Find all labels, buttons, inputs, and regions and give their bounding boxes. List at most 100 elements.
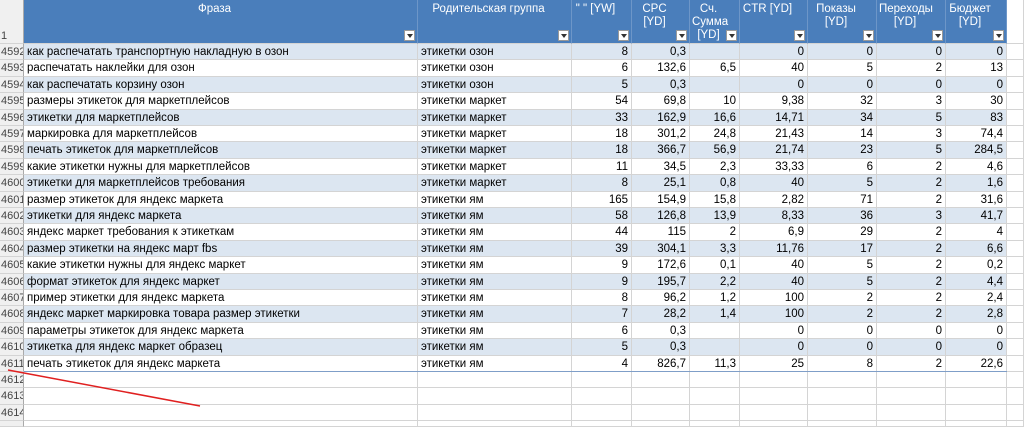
filter-button[interactable]	[993, 30, 1004, 41]
cell[interactable]: 21,43	[740, 126, 808, 143]
cell[interactable]: 14,71	[740, 109, 808, 126]
cell[interactable]: как распечатать корзину озон	[24, 76, 418, 94]
cell[interactable]: 154,9	[632, 191, 690, 208]
cell[interactable]: 2	[877, 257, 946, 274]
cell[interactable]: 0,2	[946, 257, 1007, 274]
cell[interactable]: 6,6	[946, 240, 1007, 258]
filter-button[interactable]	[863, 30, 874, 41]
cell[interactable]: 1,6	[946, 175, 1007, 192]
cell[interactable]: 165	[572, 191, 632, 208]
empty-cell[interactable]	[418, 372, 572, 389]
cell[interactable]: 69,8	[632, 93, 690, 110]
cell[interactable]: 13	[946, 60, 1007, 77]
cell[interactable]: распечатать наклейки для озон	[24, 60, 418, 77]
filter-button[interactable]	[558, 30, 569, 41]
cell[interactable]: 2,8	[946, 306, 1007, 323]
cell[interactable]: 0	[946, 44, 1007, 61]
cell[interactable]: этикетки для маркетплейсов	[24, 109, 418, 126]
cell[interactable]: 9	[572, 257, 632, 274]
cell[interactable]: 31,6	[946, 191, 1007, 208]
empty-cell[interactable]	[1007, 372, 1024, 389]
cell[interactable]: 5	[877, 109, 946, 126]
cell[interactable]: 30	[946, 93, 1007, 110]
cell[interactable]: 5	[808, 273, 877, 290]
cell[interactable]: 4,6	[946, 158, 1007, 176]
cell[interactable]: этикетки озон	[418, 44, 572, 61]
cell[interactable]: 33	[572, 109, 632, 126]
cell[interactable]: этикетки ям	[418, 355, 572, 372]
cell[interactable]: 40	[740, 175, 808, 192]
cell[interactable]: 100	[740, 306, 808, 323]
cell[interactable]: 304,1	[632, 240, 690, 258]
cell[interactable]: 115	[632, 224, 690, 241]
cell[interactable]: 36	[808, 208, 877, 225]
cell[interactable]: какие этикетки нужны для яндекс маркет	[24, 257, 418, 274]
empty-cell[interactable]	[572, 388, 632, 405]
cell[interactable]: 0	[808, 322, 877, 340]
empty-cell[interactable]	[877, 404, 946, 422]
cell[interactable]	[690, 339, 740, 356]
cell[interactable]: 5	[572, 339, 632, 356]
cell[interactable]	[690, 76, 740, 94]
cell[interactable]: 13,9	[690, 208, 740, 225]
cell[interactable]: 5	[808, 60, 877, 77]
cell[interactable]: 2	[877, 355, 946, 372]
empty-cell[interactable]	[808, 372, 877, 389]
cell[interactable]: 2,4	[946, 290, 1007, 307]
cell[interactable]: размеры этикеток для маркетплейсов	[24, 93, 418, 110]
cell[interactable]: 162,9	[632, 109, 690, 126]
cell[interactable]: 2,82	[740, 191, 808, 208]
empty-cell[interactable]	[690, 388, 740, 405]
filter-button[interactable]	[676, 30, 687, 41]
cell[interactable]: этикетки маркет	[418, 158, 572, 176]
cell[interactable]: этикетки маркет	[418, 142, 572, 159]
cell[interactable]: 28,2	[632, 306, 690, 323]
cell[interactable]: 0	[808, 339, 877, 356]
cell[interactable]: 0	[808, 44, 877, 61]
cell[interactable]: 6	[572, 60, 632, 77]
cell[interactable]: этикетки озон	[418, 60, 572, 77]
cell[interactable]: 18	[572, 126, 632, 143]
empty-cell[interactable]	[877, 388, 946, 405]
cell[interactable]: 6	[808, 158, 877, 176]
cell[interactable]: 16,6	[690, 109, 740, 126]
cell[interactable]: 3	[877, 126, 946, 143]
cell[interactable]: этикетка для яндекс маркет образец	[24, 339, 418, 356]
cell[interactable]: 1,4	[690, 306, 740, 323]
cell[interactable]: размер этикеток для яндекс маркета	[24, 191, 418, 208]
cell[interactable]: 8	[572, 44, 632, 61]
cell[interactable]: какие этикетки нужны для маркетплейсов	[24, 158, 418, 176]
empty-cell[interactable]	[418, 388, 572, 405]
filter-button[interactable]	[404, 30, 415, 41]
cell[interactable]: этикетки маркет	[418, 109, 572, 126]
empty-cell[interactable]	[632, 404, 690, 422]
empty-cell[interactable]	[572, 372, 632, 389]
cell[interactable]: 0,1	[690, 257, 740, 274]
cell[interactable]: 0	[808, 76, 877, 94]
empty-cell[interactable]	[690, 372, 740, 389]
cell[interactable]: 39	[572, 240, 632, 258]
cell[interactable]: 22,6	[946, 355, 1007, 372]
cell[interactable]: 4,4	[946, 273, 1007, 290]
column-header[interactable]: Родительская группа	[418, 0, 572, 44]
cell[interactable]: 5	[877, 142, 946, 159]
empty-cell[interactable]	[946, 404, 1007, 422]
column-header[interactable]: Бюджет [YD]	[946, 0, 1007, 44]
cell[interactable]: 32	[808, 93, 877, 110]
cell[interactable]: 34,5	[632, 158, 690, 176]
cell[interactable]: 21,74	[740, 142, 808, 159]
column-header[interactable]: Фраза	[24, 0, 418, 44]
cell[interactable]: 11,3	[690, 355, 740, 372]
cell[interactable]: формат этикеток для яндекс маркет	[24, 273, 418, 290]
cell[interactable]: 0	[946, 339, 1007, 356]
cell[interactable]: 41,7	[946, 208, 1007, 225]
cell[interactable]: этикетки ям	[418, 306, 572, 323]
cell[interactable]: 14	[808, 126, 877, 143]
cell[interactable]: 3	[877, 208, 946, 225]
cell[interactable]: 366,7	[632, 142, 690, 159]
cell[interactable]: этикетки ям	[418, 257, 572, 274]
cell[interactable]: 74,4	[946, 126, 1007, 143]
cell[interactable]: этикетки озон	[418, 76, 572, 94]
cell[interactable]: 40	[740, 60, 808, 77]
cell[interactable]: 2	[877, 191, 946, 208]
